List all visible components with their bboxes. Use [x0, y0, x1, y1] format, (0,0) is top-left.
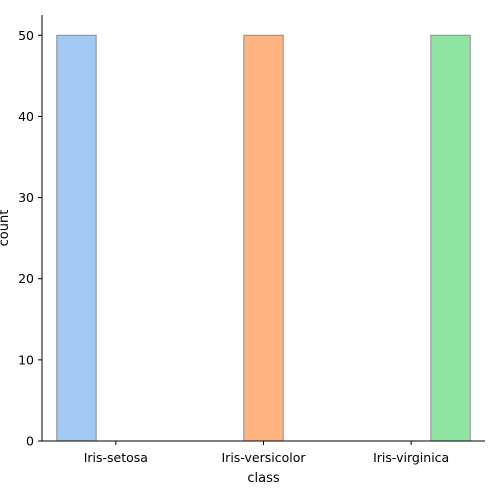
- y-tick-label: 20: [18, 271, 34, 286]
- y-tick-label: 40: [18, 109, 34, 124]
- y-tick-label: 0: [26, 434, 34, 449]
- x-tick-label: Iris-versicolor: [222, 450, 307, 465]
- y-tick-label: 30: [18, 190, 34, 205]
- bar-iris-versicolor: [243, 34, 284, 442]
- y-tick-label: 10: [18, 352, 34, 367]
- y-tick-label: 50: [18, 28, 34, 43]
- bar-iris-setosa: [56, 34, 97, 442]
- x-axis-label: class: [247, 471, 279, 486]
- x-axis-ticks: Iris-setosa Iris-versicolor Iris-virginica: [84, 441, 449, 465]
- y-axis-label: count: [0, 210, 12, 247]
- x-tick-label: Iris-setosa: [84, 450, 148, 465]
- y-axis-ticks: 0 10 20 30 40 50: [18, 28, 42, 449]
- x-tick-label: Iris-virginica: [373, 450, 449, 465]
- bars-group: [56, 34, 471, 442]
- bar-iris-virginica: [430, 34, 471, 442]
